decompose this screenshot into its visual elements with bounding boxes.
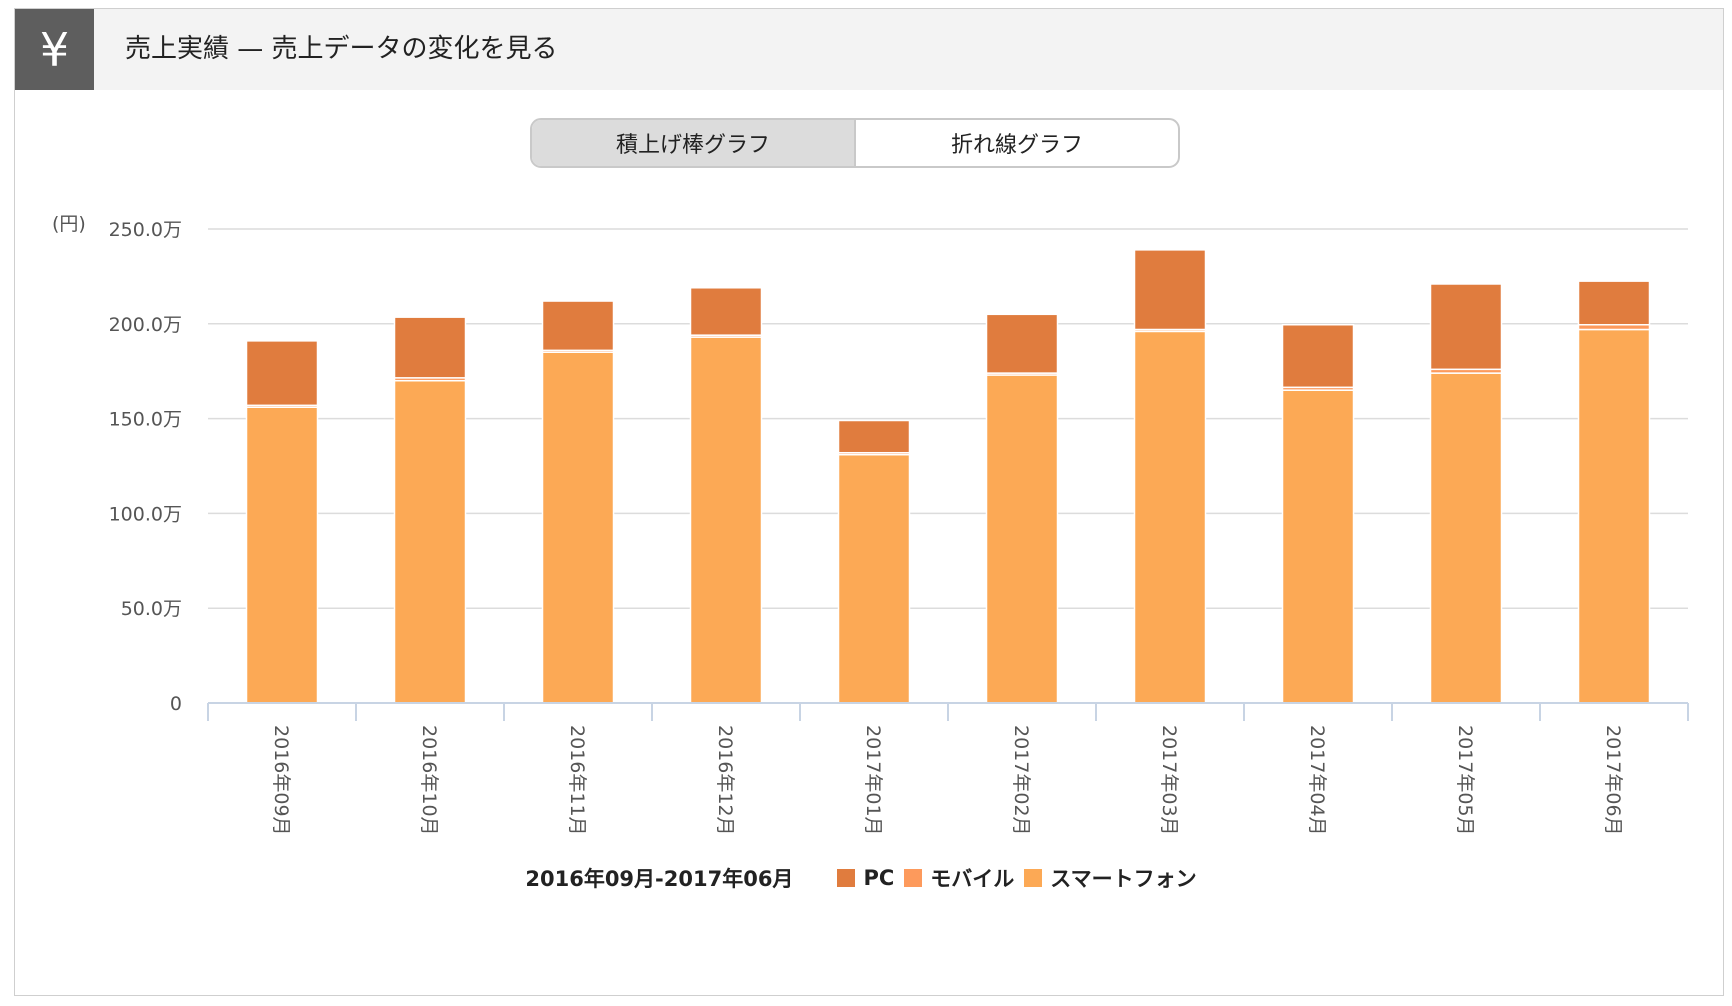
legend-label-mobile: モバイル bbox=[930, 867, 1015, 891]
bar-segment bbox=[985, 374, 1059, 704]
y-tick-label: 50.0万 bbox=[121, 598, 182, 620]
bar-segment bbox=[541, 351, 615, 704]
page-title: 売上実績 — 売上データの変化を見る bbox=[125, 34, 558, 64]
bar-segment bbox=[1281, 389, 1355, 704]
bar-segment bbox=[837, 419, 911, 454]
panel-header: ¥ 売上実績 — 売上データの変化を見る bbox=[15, 9, 1723, 90]
bar-segment bbox=[1133, 330, 1207, 704]
bar-segment bbox=[1577, 280, 1651, 326]
legend-label-pc: PC bbox=[863, 866, 895, 890]
x-tick-label: 2016年11月 bbox=[566, 725, 588, 836]
bar-segment bbox=[1429, 283, 1503, 371]
bar-segment bbox=[1281, 323, 1355, 389]
x-tick-label: 2016年10月 bbox=[418, 725, 440, 836]
x-tick-label: 2017年04月 bbox=[1306, 725, 1328, 836]
x-tick-label: 2016年12月 bbox=[714, 725, 736, 836]
bar-segment bbox=[393, 379, 467, 704]
y-axis-unit-label: (円) bbox=[52, 213, 86, 235]
bar-layer bbox=[245, 249, 1651, 704]
bar-segment bbox=[1429, 372, 1503, 704]
period-label: 2016年09月-2017年06月 bbox=[525, 867, 794, 891]
legend-label-smartphone: スマートフォン bbox=[1050, 867, 1197, 891]
y-tick-label: 0 bbox=[170, 693, 182, 715]
x-tick-label: 2017年02月 bbox=[1010, 725, 1032, 836]
chart-type-toggle: 積上げ棒グラフ 折れ線グラフ bbox=[530, 118, 1180, 168]
bar-segment bbox=[689, 336, 763, 704]
legend-swatch-mobile bbox=[904, 869, 923, 887]
legend-item-mobile[interactable]: モバイル bbox=[904, 863, 1014, 893]
x-tick-label: 2017年06月 bbox=[1602, 725, 1624, 836]
y-tick-label: 150.0万 bbox=[109, 409, 182, 431]
yen-icon: ¥ bbox=[15, 9, 94, 90]
stacked-bar-button[interactable]: 積上げ棒グラフ bbox=[532, 120, 856, 166]
x-tick-label: 2016年09月 bbox=[270, 725, 292, 836]
x-tick-label: 2017年05月 bbox=[1454, 725, 1476, 836]
legend-item-smartphone[interactable]: スマートフォン bbox=[1024, 863, 1197, 893]
line-chart-button[interactable]: 折れ線グラフ bbox=[950, 133, 1083, 158]
bar-segment bbox=[837, 453, 911, 704]
x-tick-label: 2017年01月 bbox=[862, 725, 884, 836]
y-tick-label: 200.0万 bbox=[109, 314, 182, 336]
chart-legend: 2016年09月-2017年06月 PC モバイル スマートフォン bbox=[0, 858, 1732, 898]
bar-segment bbox=[1133, 249, 1207, 331]
bar-segment bbox=[689, 287, 763, 336]
axis-layer: 0 50.0万 100.0万 150.0万 200.0万 250.0万 2016年09月 20… bbox=[109, 219, 1689, 836]
y-tick-label: 100.0万 bbox=[109, 503, 182, 525]
bar-segment bbox=[541, 300, 615, 352]
legend-swatch-smartphone bbox=[1024, 869, 1043, 887]
y-tick-label: 250.0万 bbox=[109, 219, 182, 241]
x-tick-label: 2017年03月 bbox=[1158, 725, 1180, 836]
bar-segment bbox=[1577, 328, 1651, 704]
bar-segment bbox=[393, 316, 467, 379]
legend-item-pc[interactable]: PC bbox=[837, 866, 894, 890]
legend-swatch-pc bbox=[837, 869, 856, 887]
bar-segment bbox=[245, 406, 319, 704]
bar-segment bbox=[985, 313, 1059, 374]
bar-segment bbox=[245, 340, 319, 407]
